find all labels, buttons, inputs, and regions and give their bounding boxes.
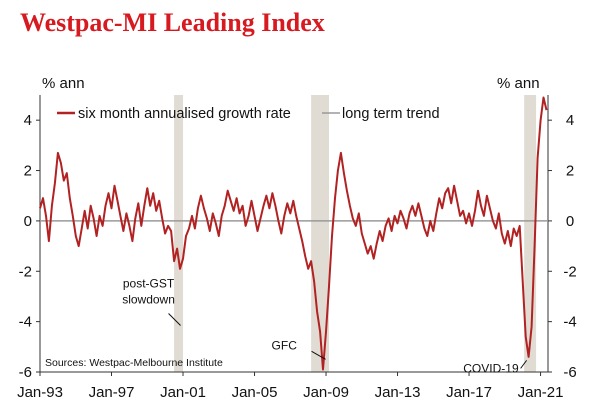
y-tick-label-right: -4 — [563, 314, 576, 331]
y-tick-label-left: -6 — [19, 364, 32, 381]
x-tick-label: Jan-09 — [303, 384, 349, 401]
annotation-pointer — [520, 360, 528, 369]
annotation-gfc: GFC — [272, 338, 298, 352]
y-axis-label-right: % ann — [497, 75, 540, 92]
y-axis-label-left: % ann — [42, 75, 85, 92]
y-tick-label-left: -2 — [19, 263, 32, 280]
legend-label-trend: long term trend — [342, 106, 440, 122]
annotations: post-GST slowdown GFC COVID-19 — [122, 276, 528, 375]
shaded-period — [524, 95, 537, 372]
annotation-pointer — [168, 313, 181, 326]
legend: six month annualised growth rate long ter… — [57, 106, 440, 122]
shaded-periods — [174, 95, 537, 372]
x-tick-label: Jan-93 — [17, 384, 63, 401]
y-tick-label-right: 0 — [566, 213, 574, 230]
y-tick-label-right: 2 — [566, 163, 574, 180]
annotation-line: slowdown — [122, 292, 175, 306]
y-tick-label-left: 2 — [24, 163, 32, 180]
shaded-period — [174, 95, 184, 372]
x-tick-label: Jan-13 — [375, 384, 421, 401]
y-tick-label-right: -6 — [563, 364, 576, 381]
x-tick-label: Jan-97 — [89, 384, 135, 401]
legend-label-growth-rate: six month annualised growth rate — [78, 106, 291, 122]
y-tick-label-left: -4 — [19, 314, 32, 331]
axes: 4 4 2 2 0 0 -2 -2 -4 -4 -6 -6 Jan-93 Jan-97 Jan-01 Jan-… — [17, 95, 577, 401]
annotation-post-gst: post-GST slowdown — [122, 276, 175, 306]
y-tick-label-left: 4 — [24, 112, 32, 129]
annotation-line: post-GST — [123, 276, 175, 290]
y-tick-label-right: 4 — [566, 112, 574, 129]
series-line-growth-rate — [39, 96, 548, 371]
x-tick-label: Jan-21 — [518, 384, 564, 401]
y-tick-label-left: 0 — [24, 213, 32, 230]
x-tick-label: Jan-17 — [446, 384, 492, 401]
source-note: Sources: Westpac-Melbourne Institute — [45, 357, 223, 369]
annotation-covid: COVID-19 — [463, 361, 519, 375]
chart-title: Westpac-MI Leading Index — [20, 8, 325, 37]
x-tick-label: Jan-01 — [160, 384, 206, 401]
x-tick-label: Jan-05 — [232, 384, 278, 401]
annotation-pointer — [311, 350, 326, 360]
y-tick-label-right: -2 — [563, 263, 576, 280]
series-lines — [39, 96, 548, 371]
